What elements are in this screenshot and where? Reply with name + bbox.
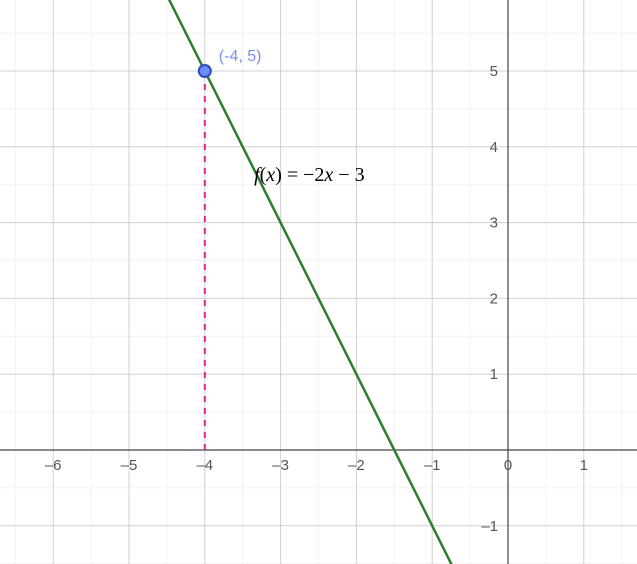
x-tick-label: –3 bbox=[272, 457, 289, 474]
y-tick-label: 4 bbox=[490, 139, 498, 156]
x-tick-label: –5 bbox=[121, 457, 138, 474]
x-tick-label: –2 bbox=[348, 457, 365, 474]
x-tick-label: –6 bbox=[45, 457, 62, 474]
x-tick-label: –4 bbox=[196, 457, 213, 474]
coordinate-plane-chart: –6 –5 –4 –3 –2 –1 0 1 –1 1 2 3 4 5 f(x) = −2x − 3 (-4, … bbox=[0, 0, 637, 564]
y-tick-label: –1 bbox=[481, 518, 498, 535]
y-tick-label: 1 bbox=[490, 366, 498, 383]
x-tick-label: –1 bbox=[424, 457, 441, 474]
point-label: (-4, 5) bbox=[219, 48, 262, 65]
y-tick-label: 2 bbox=[490, 290, 498, 307]
x-tick-label: 1 bbox=[580, 457, 588, 474]
highlight-point bbox=[199, 65, 211, 77]
x-tick-label: 0 bbox=[504, 457, 512, 474]
y-tick-label: 3 bbox=[490, 215, 498, 232]
equation-label: f(x) = −2x − 3 bbox=[254, 164, 365, 186]
chart-svg: –6 –5 –4 –3 –2 –1 0 1 –1 1 2 3 4 5 f(x) = −2x − 3 (-4, … bbox=[0, 0, 637, 564]
y-tick-label: 5 bbox=[490, 63, 498, 80]
